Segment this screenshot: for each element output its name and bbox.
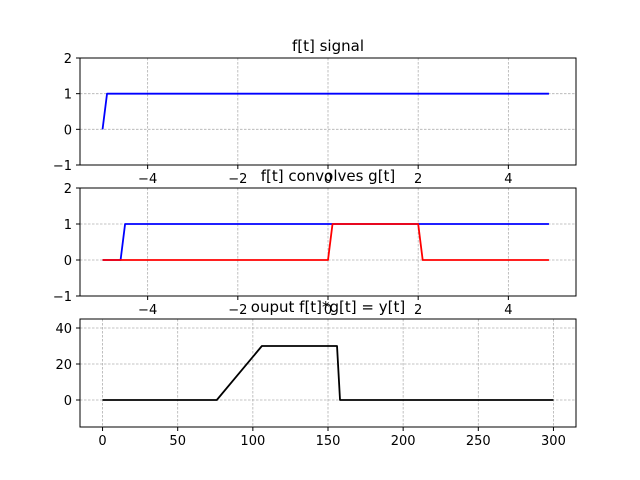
x-tick-label: 200 (391, 434, 416, 449)
x-tick-label: 150 (316, 434, 341, 449)
y-tick-label: 20 (55, 358, 72, 373)
y-tick-label: 40 (55, 322, 72, 337)
y-tick-label: 1 (64, 88, 72, 103)
chart-title: ouput f[t]*g[t] = y[t] (251, 298, 405, 316)
series-line-2 (102, 223, 549, 261)
x-tick-label: 4 (504, 303, 512, 318)
plot-frame (79, 57, 577, 166)
x-tick-label: −2 (228, 172, 247, 187)
chart-panel-2: −4 −2 0 2 4 −1 0 1 2 f[t] convolves g[t] (53, 167, 577, 318)
series-line-1 (101, 92, 549, 130)
y-tick-label: 0 (64, 254, 72, 269)
chart-title: f[t] convolves g[t] (261, 167, 396, 185)
x-tick-label: 4 (504, 172, 512, 187)
x-tick-label: 0 (98, 434, 106, 449)
chart-panel-1: −4 −2 0 2 4 −1 0 1 2 f[t] signal (53, 37, 577, 187)
series-line-1 (102, 345, 554, 401)
y-tick-label: 1 (64, 218, 72, 233)
x-tick-label: −4 (138, 172, 157, 187)
y-tick-label: 2 (64, 52, 72, 67)
x-tick-label: −4 (138, 303, 157, 318)
y-tick-label: −1 (53, 290, 72, 305)
x-tick-label: 2 (414, 172, 422, 187)
y-tick-label: 2 (64, 182, 72, 197)
x-tick-label: 0 (324, 303, 332, 318)
y-tick-label: 0 (64, 394, 72, 409)
plot-frame (79, 187, 577, 297)
x-tick-label: 300 (541, 434, 566, 449)
x-tick-label: 250 (466, 434, 491, 449)
y-tick-label: −1 (53, 159, 72, 174)
x-tick-label: 100 (240, 434, 265, 449)
series-line-1 (102, 223, 549, 261)
x-tick-label: 0 (324, 172, 332, 187)
chart-title: f[t] signal (292, 37, 364, 55)
plot-frame (79, 318, 577, 428)
x-tick-label: 50 (169, 434, 186, 449)
x-tick-label: −2 (228, 303, 247, 318)
y-tick-label: 0 (64, 123, 72, 138)
x-tick-label: 2 (414, 303, 422, 318)
